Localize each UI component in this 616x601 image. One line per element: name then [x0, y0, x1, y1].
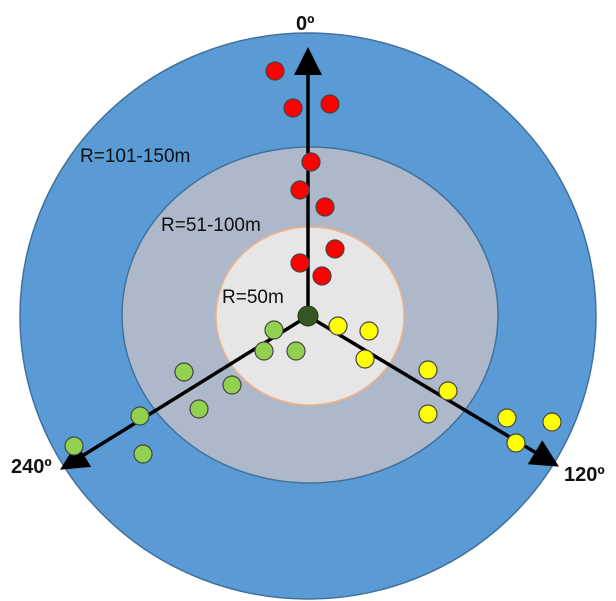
- yellow-point: [507, 434, 525, 452]
- yellow-point: [543, 413, 561, 431]
- red-point: [266, 62, 284, 80]
- outer-ring-label: R=101-150m: [80, 146, 190, 167]
- green-point: [175, 363, 193, 381]
- yellow-point: [329, 317, 347, 335]
- axis-120-label: 120º: [564, 464, 605, 486]
- yellow-point: [419, 361, 437, 379]
- green-point: [255, 342, 273, 360]
- red-point: [321, 95, 339, 113]
- green-point: [287, 342, 305, 360]
- middle-ring-label: R=51-100m: [161, 215, 261, 236]
- red-point: [291, 254, 309, 272]
- red-point: [326, 240, 344, 258]
- yellow-point: [419, 405, 437, 423]
- red-point: [313, 267, 331, 285]
- axis-240-label: 240º: [11, 456, 52, 478]
- yellow-point: [356, 350, 374, 368]
- green-point: [223, 376, 241, 394]
- yellow-point: [498, 409, 516, 427]
- red-point: [291, 181, 309, 199]
- green-point: [134, 445, 152, 463]
- red-point: [316, 198, 334, 216]
- green-point: [131, 407, 149, 425]
- red-point: [302, 153, 320, 171]
- green-point: [65, 437, 83, 455]
- axis-0-label: 0º: [296, 13, 314, 35]
- green-point: [190, 400, 208, 418]
- center-point: [298, 306, 318, 326]
- red-point: [284, 99, 302, 117]
- yellow-point: [360, 322, 378, 340]
- inner-ring-label: R=50m: [222, 287, 284, 308]
- yellow-point: [439, 382, 457, 400]
- green-point: [265, 321, 283, 339]
